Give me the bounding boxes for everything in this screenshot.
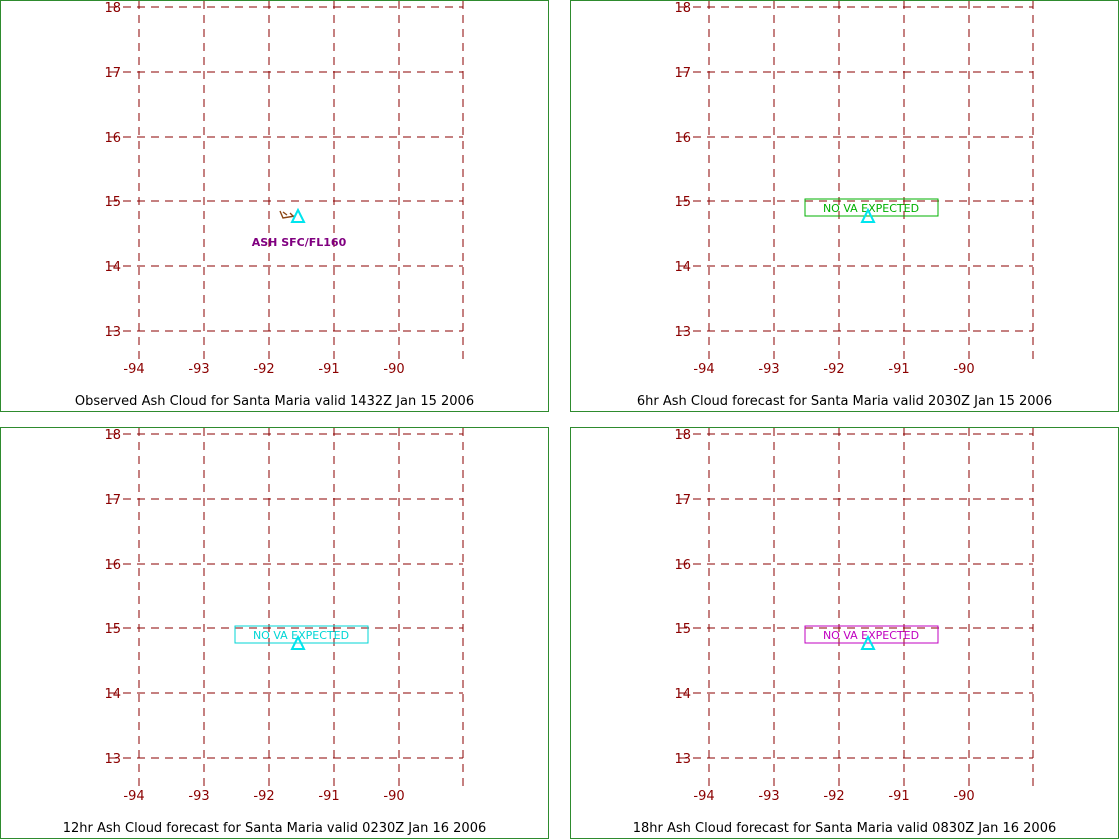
latitude-tick-label: 13 — [104, 752, 121, 767]
latitude-tick-label: 15 — [104, 622, 121, 637]
latitude-tick-label: 17 — [104, 66, 121, 81]
longitude-tick-label: -90 — [383, 362, 404, 377]
latitude-tick-label: 17 — [674, 66, 691, 81]
map-panel-18hr-forecast: 18 17 16 15 14 13 -94 -93 -92 -91 -90 NO VA EXPECTE… — [570, 427, 1119, 839]
latitude-tick-label: 16 — [674, 131, 691, 146]
longitude-tick-label: -93 — [188, 789, 209, 804]
triangle-icon — [290, 634, 306, 650]
map-canvas: 18 17 16 15 14 13 -94 -93 -92 -91 -90 NO VA EXPECTE… — [571, 428, 1034, 804]
ash-cloud-label: ASH SFC/FL160 — [252, 236, 347, 249]
longitude-tick-label: -92 — [253, 789, 274, 804]
latitude-tick-label: 16 — [104, 131, 121, 146]
latitude-tick-label: 14 — [104, 687, 121, 702]
triangle-icon — [860, 634, 876, 650]
latitude-tick-label: 18 — [104, 1, 121, 16]
ash-status-label: NO VA EXPECTED — [823, 629, 919, 642]
longitude-tick-label: -91 — [318, 362, 339, 377]
map-panel-observed: 18 17 16 15 14 13 -94 -93 -92 -91 -90 ASH SFC/FL160… — [0, 0, 549, 412]
longitude-tick-label: -94 — [693, 362, 714, 377]
longitude-tick-label: -90 — [383, 789, 404, 804]
panel-caption: 6hr Ash Cloud forecast for Santa Maria v… — [636, 394, 1053, 409]
panel-caption: Observed Ash Cloud for Santa Maria valid… — [74, 394, 475, 409]
triangle-icon — [290, 207, 306, 223]
latitude-tick-label: 18 — [674, 428, 691, 443]
longitude-tick-label: -92 — [823, 789, 844, 804]
latitude-tick-label: 15 — [104, 195, 121, 210]
map-canvas: 18 17 16 15 14 13 -94 -93 -92 -91 -90 NO VA EXPECTE… — [1, 428, 464, 804]
latitude-tick-label: 18 — [104, 428, 121, 443]
longitude-tick-label: -91 — [888, 789, 909, 804]
graticule — [679, 1, 1034, 363]
map-panel-12hr-forecast: 18 17 16 15 14 13 -94 -93 -92 -91 -90 NO VA EXPECTE… — [0, 427, 549, 839]
latitude-tick-label: 13 — [104, 325, 121, 340]
map-canvas: 18 17 16 15 14 13 -94 -93 -92 -91 -90 ASH SFC/FL160 — [1, 1, 464, 377]
graticule — [109, 1, 464, 363]
ash-motion-arrow-icon — [279, 210, 296, 219]
latitude-tick-label: 15 — [674, 622, 691, 637]
longitude-tick-label: -94 — [123, 362, 144, 377]
longitude-tick-label: -94 — [693, 789, 714, 804]
longitude-tick-label: -91 — [888, 362, 909, 377]
longitude-tick-label: -91 — [318, 789, 339, 804]
longitude-tick-label: -93 — [758, 362, 779, 377]
latitude-tick-label: 13 — [674, 752, 691, 767]
ash-status-label: NO VA EXPECTED — [253, 629, 349, 642]
latitude-tick-label: 14 — [674, 260, 691, 275]
latitude-tick-label: 14 — [104, 260, 121, 275]
latitude-tick-label: 17 — [104, 493, 121, 508]
longitude-tick-label: -92 — [823, 362, 844, 377]
latitude-tick-label: 17 — [674, 493, 691, 508]
longitude-tick-label: -94 — [123, 789, 144, 804]
longitude-tick-label: -92 — [253, 362, 274, 377]
graticule — [109, 428, 464, 790]
panel-caption: 18hr Ash Cloud forecast for Santa Maria … — [632, 821, 1057, 836]
longitude-tick-label: -93 — [758, 789, 779, 804]
map-canvas: 18 17 16 15 14 13 -94 -93 -92 -91 -90 NO VA EXPECTE… — [571, 1, 1034, 377]
ash-status-label: NO VA EXPECTED — [823, 202, 919, 215]
map-panel-6hr-forecast: 18 17 16 15 14 13 -94 -93 -92 -91 -90 NO VA EXPECTE… — [570, 0, 1119, 412]
triangle-icon — [860, 207, 876, 223]
panel-caption: 12hr Ash Cloud forecast for Santa Maria … — [62, 821, 487, 836]
longitude-tick-label: -90 — [953, 362, 974, 377]
longitude-tick-label: -93 — [188, 362, 209, 377]
latitude-tick-label: 13 — [674, 325, 691, 340]
latitude-tick-label: 15 — [674, 195, 691, 210]
latitude-tick-label: 18 — [674, 1, 691, 16]
latitude-tick-label: 14 — [674, 687, 691, 702]
longitude-tick-label: -90 — [953, 789, 974, 804]
graticule — [679, 428, 1034, 790]
latitude-tick-label: 16 — [674, 558, 691, 573]
latitude-tick-label: 16 — [104, 558, 121, 573]
